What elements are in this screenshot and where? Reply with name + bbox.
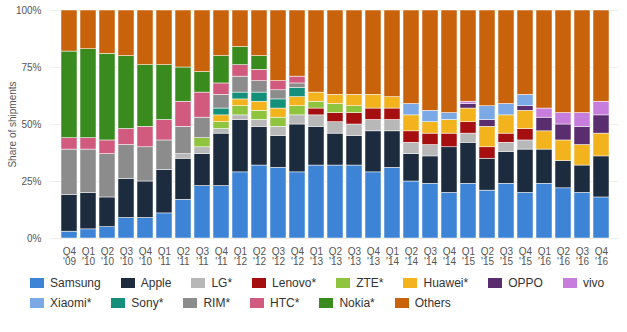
svg-text:Q3'11: Q3'11 [196, 246, 210, 267]
svg-text:Q4'16: Q4'16 [595, 246, 609, 267]
svg-text:Q3'10: Q3'10 [120, 246, 134, 267]
svg-text:0%: 0% [27, 233, 42, 244]
svg-text:Q2'12: Q2'12 [253, 246, 267, 267]
svg-text:Q3'12: Q3'12 [272, 246, 286, 267]
html-text:HTC*: HTC* [270, 296, 300, 310]
html-text:vivo: vivo [582, 276, 605, 290]
html-text:RIM*: RIM* [203, 296, 231, 310]
html-text:Lenovo*: Lenovo* [272, 276, 317, 290]
html-text:Apple: Apple [140, 276, 172, 290]
svg-text:Q4'14: Q4'14 [443, 246, 457, 267]
html-text:Huawei*: Huawei* [423, 276, 469, 290]
html-text:ZTE*: ZTE* [356, 276, 384, 290]
html-text:OPPO: OPPO [508, 276, 543, 290]
svg-text:Q1'10: Q1'10 [82, 246, 96, 267]
svg-text:Q3'13: Q3'13 [348, 246, 362, 267]
svg-text:Q2'14: Q2'14 [405, 246, 419, 267]
svg-text:Q1'11: Q1'11 [158, 246, 172, 267]
svg-text:Q2'16: Q2'16 [557, 246, 571, 267]
svg-text:Q4'15: Q4'15 [519, 246, 533, 267]
svg-text:Q4'11: Q4'11 [215, 246, 229, 267]
svg-text:Q1'13: Q1'13 [310, 246, 324, 267]
svg-text:Share of shipments: Share of shipments [7, 81, 18, 167]
svg-text:75%: 75% [21, 62, 41, 73]
html-text:Samsung: Samsung [50, 276, 101, 290]
html-text:Xiaomi*: Xiaomi* [50, 296, 92, 310]
svg-text:Q3'15: Q3'15 [500, 246, 514, 267]
svg-text:Q2'13: Q2'13 [329, 246, 343, 267]
html-text:LG*: LG* [211, 276, 233, 290]
svg-text:Q4'13: Q4'13 [367, 246, 381, 267]
svg-text:Q4'10: Q4'10 [139, 246, 153, 267]
svg-text:Q2'15: Q2'15 [481, 246, 495, 267]
html-text:Nokia*: Nokia* [339, 296, 375, 310]
svg-text:Q3'14: Q3'14 [424, 246, 438, 267]
svg-text:Q3'16: Q3'16 [576, 246, 590, 267]
svg-text:Q4'12: Q4'12 [291, 246, 305, 267]
svg-text:Q2'11: Q2'11 [177, 246, 191, 267]
svg-text:25%: 25% [21, 176, 41, 187]
html-text:Sony*: Sony* [131, 296, 164, 310]
svg-text:100%: 100% [16, 5, 42, 16]
svg-text:Q2'10: Q2'10 [101, 246, 115, 267]
html-text:Others: Others [414, 296, 451, 310]
svg-text:Q1'15: Q1'15 [462, 246, 476, 267]
svg-text:Q1'14: Q1'14 [386, 246, 400, 267]
svg-text:Q4'09: Q4'09 [63, 246, 77, 267]
svg-text:Q1'12: Q1'12 [234, 246, 248, 267]
svg-text:Q1'16: Q1'16 [538, 246, 552, 267]
svg-text:50%: 50% [21, 119, 41, 130]
